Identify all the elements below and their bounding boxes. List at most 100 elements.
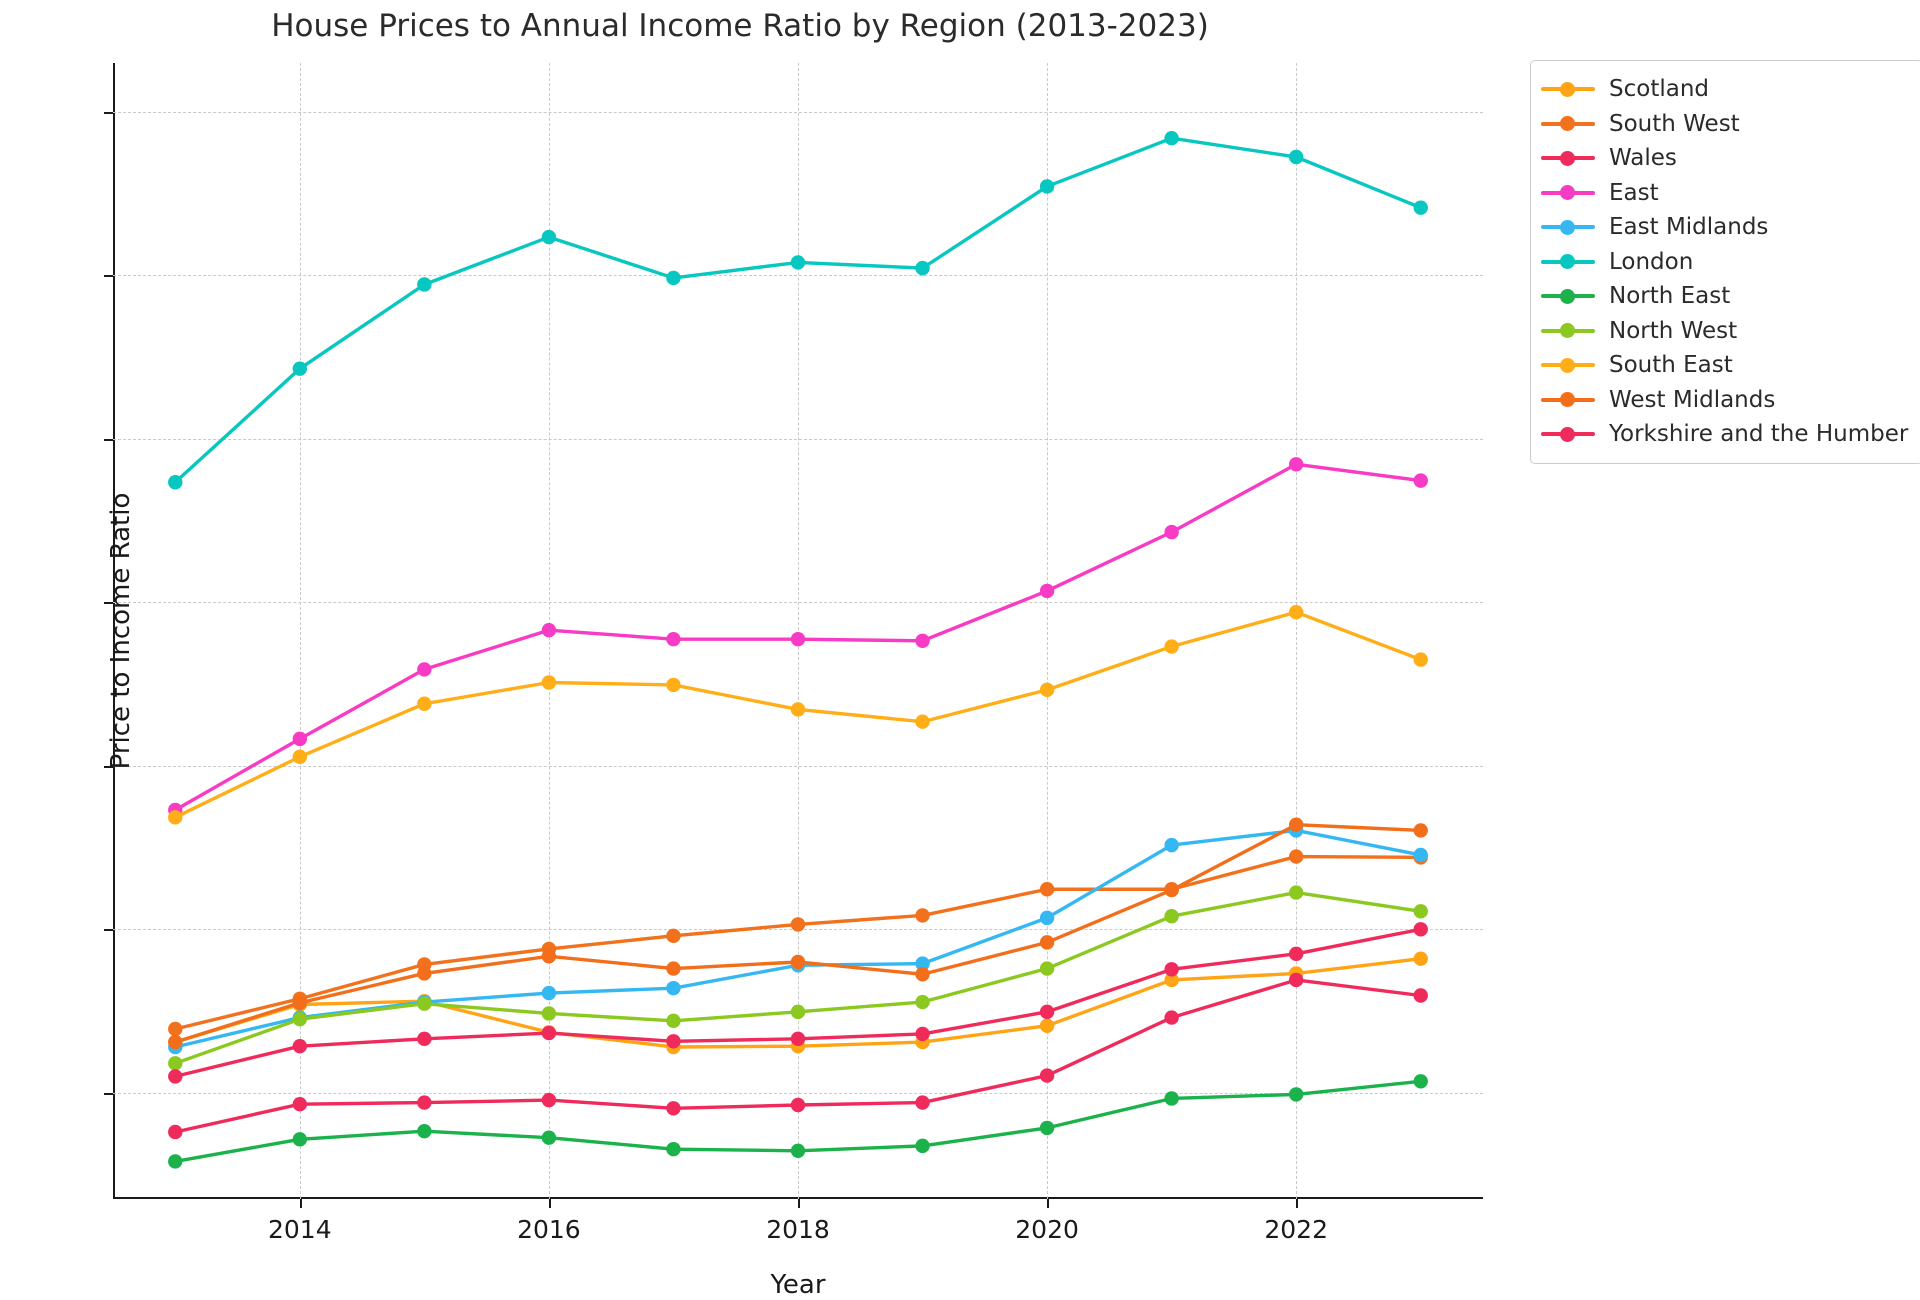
- data-point: [790, 954, 806, 970]
- data-point: [417, 696, 432, 711]
- data-point: [790, 702, 806, 717]
- data-point: [541, 1006, 557, 1021]
- data-point: [292, 995, 308, 1011]
- data-point: [915, 1026, 930, 1042]
- y-tick-mark: [104, 929, 113, 932]
- series-east-midlands: [168, 823, 1428, 1055]
- y-tick-mark: [104, 765, 113, 768]
- data-point: [666, 631, 681, 647]
- legend-item-label: West Midlands: [1609, 386, 1776, 413]
- data-point: [1288, 457, 1304, 472]
- legend-item-label: East: [1609, 179, 1659, 206]
- data-point: [541, 675, 557, 690]
- legend-swatch-icon: [1541, 425, 1595, 443]
- data-point: [1164, 972, 1179, 988]
- data-point: [1413, 200, 1428, 215]
- legend-item-london[interactable]: London: [1541, 245, 1908, 280]
- data-point: [1288, 817, 1304, 832]
- data-point: [541, 229, 557, 245]
- data-point: [1039, 682, 1055, 698]
- data-point: [915, 714, 930, 729]
- data-point: [790, 1097, 806, 1113]
- data-point: [168, 1034, 183, 1050]
- data-point: [168, 1124, 183, 1140]
- data-point: [915, 956, 930, 971]
- data-point: [1413, 1074, 1428, 1089]
- gridline-vertical: [798, 63, 799, 1199]
- y-axis-label: Price to Income Ratio: [106, 492, 136, 770]
- data-point: [1288, 1087, 1304, 1102]
- legend-item-label: North East: [1609, 283, 1731, 310]
- series-yorkshire-and-the-humber: [168, 922, 1428, 1084]
- series-north-east: [168, 1074, 1428, 1169]
- data-point: [417, 1123, 432, 1139]
- data-point: [1039, 1068, 1055, 1083]
- y-tick-mark: [104, 275, 113, 278]
- data-point: [915, 1095, 930, 1110]
- data-point: [1039, 1004, 1055, 1020]
- data-point: [1164, 524, 1179, 540]
- data-point: [666, 1101, 681, 1116]
- legend-item-west-midlands[interactable]: West Midlands: [1541, 383, 1908, 418]
- data-point: [1039, 179, 1055, 194]
- data-point: [1288, 849, 1304, 864]
- data-point: [168, 475, 183, 490]
- data-point: [666, 961, 681, 976]
- data-point: [1413, 904, 1428, 919]
- data-point: [417, 966, 432, 981]
- data-point: [1413, 652, 1428, 667]
- legend-swatch-icon: [1541, 356, 1595, 374]
- series-wales: [168, 972, 1428, 1140]
- data-point: [1164, 1010, 1179, 1025]
- data-point: [1039, 935, 1055, 950]
- data-point: [292, 1038, 308, 1054]
- legend-item-east-midlands[interactable]: East Midlands: [1541, 210, 1908, 245]
- y-tick-mark: [104, 602, 113, 605]
- data-point: [541, 1025, 557, 1041]
- x-tick-mark: [548, 1199, 551, 1208]
- data-point: [1288, 972, 1304, 988]
- x-tick-label: 2022: [1264, 1215, 1328, 1244]
- legend-item-north-east[interactable]: North East: [1541, 279, 1908, 314]
- data-point: [790, 1143, 806, 1158]
- legend-item-wales[interactable]: Wales: [1541, 141, 1908, 176]
- data-point: [417, 662, 432, 677]
- legend-item-yorkshire-and-the-humber[interactable]: Yorkshire and the Humber: [1541, 417, 1908, 452]
- data-point: [417, 996, 432, 1011]
- x-tick-label: 2018: [766, 1215, 830, 1244]
- legend-item-scotland[interactable]: Scotland: [1541, 72, 1908, 107]
- data-point: [666, 1013, 681, 1029]
- x-tick-mark: [1296, 1199, 1299, 1208]
- x-tick-label: 2014: [268, 1215, 332, 1244]
- legend-item-south-east[interactable]: South East: [1541, 348, 1908, 383]
- gridline-vertical: [1296, 63, 1298, 1199]
- legend-item-label: North West: [1609, 317, 1738, 344]
- legend-swatch-icon: [1541, 391, 1595, 409]
- chart-title: House Prices to Annual Income Ratio by R…: [271, 8, 1209, 44]
- data-point: [915, 994, 930, 1010]
- data-point: [1164, 962, 1179, 977]
- x-tick-label: 2020: [1015, 1215, 1079, 1244]
- legend-item-east[interactable]: East: [1541, 176, 1908, 211]
- data-point: [541, 1130, 557, 1145]
- data-point: [1288, 946, 1304, 962]
- data-point: [168, 1069, 183, 1084]
- data-point: [1164, 909, 1179, 924]
- data-point: [790, 631, 806, 647]
- legend-swatch-icon: [1541, 253, 1595, 271]
- data-point: [292, 1012, 308, 1027]
- legend-item-label: South West: [1609, 110, 1740, 137]
- legend-swatch-icon: [1541, 80, 1595, 98]
- data-point: [541, 949, 557, 964]
- legend-item-south-west[interactable]: South West: [1541, 107, 1908, 142]
- legend-item-north-west[interactable]: North West: [1541, 314, 1908, 349]
- data-point: [666, 980, 681, 996]
- y-tick-mark: [104, 438, 113, 441]
- data-point: [168, 1056, 183, 1071]
- data-point: [790, 1031, 806, 1047]
- series-south-east: [168, 605, 1428, 825]
- data-point: [915, 633, 930, 649]
- data-point: [1413, 951, 1428, 966]
- data-point: [915, 1138, 930, 1154]
